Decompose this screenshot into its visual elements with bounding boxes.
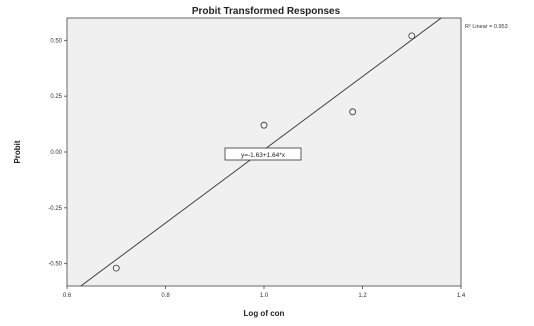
equation-box: y=-1.63+1.64*x <box>224 147 302 161</box>
data-point <box>349 108 357 116</box>
data-point <box>112 264 120 272</box>
data-point <box>408 32 416 40</box>
y-tick-label: -0.25 <box>48 206 62 212</box>
y-tick-label: -0.50 <box>48 262 62 268</box>
x-axis-ticks: 0.6 0.8 1.0 1.2 1.4 <box>63 286 466 299</box>
x-tick-label: 1.0 <box>260 293 269 299</box>
y-axis-ticks: 0.50 0.25 0.00 -0.25 -0.50 <box>48 38 67 268</box>
y-tick-label: 0.50 <box>50 38 62 44</box>
x-tick-label: 0.8 <box>161 293 170 299</box>
data-point <box>260 121 268 129</box>
r-squared-legend: R² Linear = 0.953 <box>465 24 508 30</box>
x-axis-label: Log of con <box>244 309 285 318</box>
x-tick-label: 0.6 <box>63 293 72 299</box>
y-tick-label: 0.00 <box>50 150 62 156</box>
x-tick-label: 1.4 <box>457 293 466 299</box>
x-tick-label: 1.2 <box>358 293 367 299</box>
r-squared-label: R² Linear = 0.953 <box>465 24 508 30</box>
equation-label: y=-1.63+1.64*x <box>241 152 286 159</box>
chart-title: Probit Transformed Responses <box>192 6 341 17</box>
y-axis-label: Probit <box>13 140 22 163</box>
data-points <box>112 32 416 272</box>
y-tick-label: 0.25 <box>50 94 62 100</box>
